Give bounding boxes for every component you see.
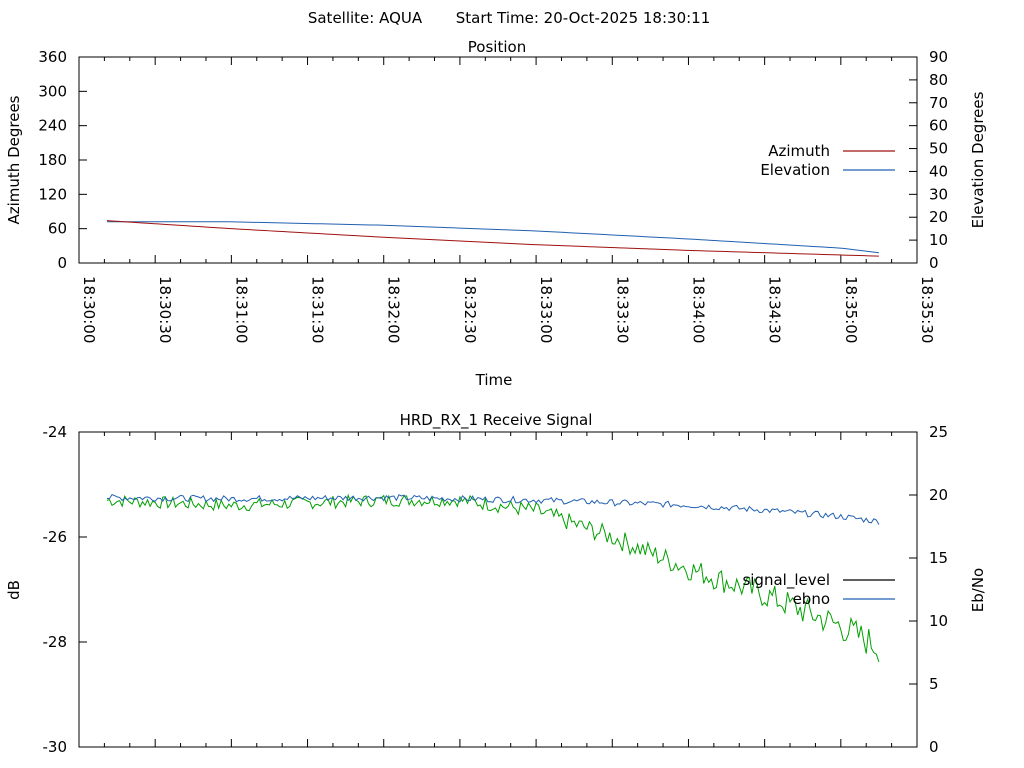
position-x-tick-label: 18:34:00 xyxy=(689,276,707,343)
position-x-tick-label: 18:32:00 xyxy=(385,276,403,343)
position-y2-tick-label: 70 xyxy=(929,94,948,112)
receive-y2-axis-label: Eb/No xyxy=(969,568,987,612)
position-x-tick-label: 18:34:30 xyxy=(766,276,784,343)
position-y-tick-label: 60 xyxy=(48,220,67,238)
position-y2-tick-label: 40 xyxy=(929,162,948,180)
position-legend: Azimuth Elevation xyxy=(760,142,895,179)
position-x-tick-label: 18:35:30 xyxy=(918,276,936,343)
receive-y-tick-label: -26 xyxy=(43,528,68,546)
position-y2-tick-label: 80 xyxy=(929,71,948,89)
position-y-tick-label: 0 xyxy=(57,254,67,272)
position-x-tick-label: 18:31:00 xyxy=(232,276,250,343)
receive-chart-title: HRD_RX_1 Receive Signal xyxy=(400,411,593,430)
receive-y-tick-label: -24 xyxy=(43,423,68,441)
receive-y2-tick-label: 15 xyxy=(929,549,948,567)
position-y2-axis-label: Elevation Degrees xyxy=(969,91,987,228)
receive-y2-tick-label: 0 xyxy=(929,738,939,756)
position-y-tick-label: 120 xyxy=(38,185,67,203)
position-y2-tick-label: 30 xyxy=(929,185,948,203)
position-plot-frame xyxy=(78,56,918,264)
position-y-tick-label: 180 xyxy=(38,151,67,169)
legend-label-elevation: Elevation xyxy=(760,161,830,179)
azimuth-series-line xyxy=(106,220,879,257)
position-x-tick-label: 18:30:30 xyxy=(156,276,174,343)
satellite-label: Satellite: AQUA xyxy=(308,9,423,27)
receive-y2-tick-label: 5 xyxy=(929,675,939,693)
ebno-series-line xyxy=(106,493,880,525)
receive-y2-tick-label: 10 xyxy=(929,612,948,630)
receive-y-tick-label: -28 xyxy=(43,633,68,651)
receive-signal-chart: HRD_RX_1 Receive Signal dB Eb/No -30 -28 -… xyxy=(5,411,987,756)
position-y-axis-label: Azimuth Degrees xyxy=(5,95,23,224)
position-y2-tick-label: 50 xyxy=(929,140,948,158)
position-y2-tick-label: 0 xyxy=(929,254,939,272)
position-y2-tick-label: 10 xyxy=(929,231,948,249)
position-y2-tick-label: 90 xyxy=(929,48,948,66)
position-x-tick-label: 18:33:30 xyxy=(613,276,631,343)
receive-y-axis-label: dB xyxy=(5,580,23,600)
legend-label-signal-level: signal_level xyxy=(742,571,830,590)
legend-label-azimuth: Azimuth xyxy=(768,142,830,160)
receive-y-tick-label: -30 xyxy=(43,738,68,756)
position-y-tick-label: 300 xyxy=(38,82,67,100)
position-y-tick-label: 360 xyxy=(38,48,67,66)
legend-label-ebno: ebno xyxy=(793,590,830,608)
receive-y2-tick-label: 25 xyxy=(929,423,948,441)
receive-legend: signal_level ebno xyxy=(742,571,895,608)
position-chart-title: Position xyxy=(468,38,526,56)
receive-y2-tick-label: 20 xyxy=(929,486,948,504)
elevation-series-line xyxy=(106,221,879,254)
position-x-tick-label: 18:32:30 xyxy=(461,276,479,343)
position-x-tick-label: 18:33:00 xyxy=(537,276,555,343)
position-x-tick-label: 18:31:30 xyxy=(309,276,327,343)
position-y-tick-label: 240 xyxy=(38,117,67,135)
position-x-tick-label: 18:30:00 xyxy=(80,276,98,343)
start-time-label: Start Time: 20-Oct-2025 18:30:11 xyxy=(456,9,711,27)
receive-plot-frame xyxy=(78,431,918,748)
position-y2-tick-label: 60 xyxy=(929,117,948,135)
position-y2-tick-label: 20 xyxy=(929,208,948,226)
position-x-axis-label: Time xyxy=(475,371,513,389)
position-chart: Position Azimuth Degrees Elevation Degre… xyxy=(5,38,987,389)
signal-level-series-line xyxy=(106,493,880,663)
position-x-tick-label: 18:35:00 xyxy=(842,276,860,343)
